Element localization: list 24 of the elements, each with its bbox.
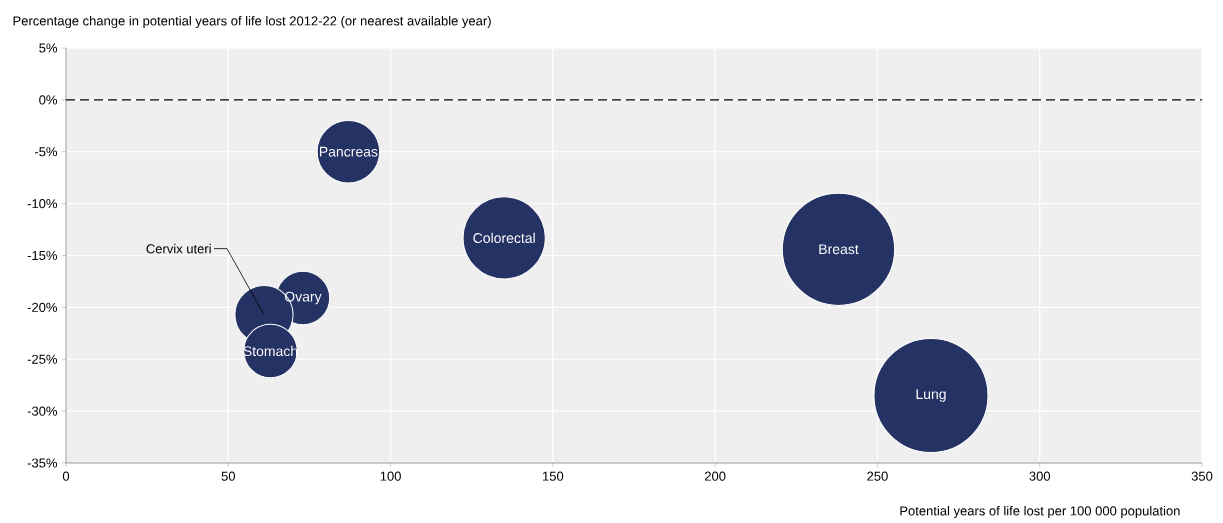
y-tick-label: 0% <box>39 95 58 105</box>
x-tick-label: 200 <box>704 471 726 481</box>
y-tick-label: 5% <box>39 43 58 53</box>
y-tick-label: -5% <box>34 147 58 157</box>
y-tick-label: -35% <box>27 458 58 468</box>
x-tick-label: 300 <box>1029 471 1051 481</box>
y-axis-title: Percentage change in potential years of life lost 2012-22 (or nearest available year) <box>13 15 491 29</box>
x-axis-title: Potential years of life lost per 100 000 population <box>900 505 1180 519</box>
annotation: Pancreas <box>319 146 378 157</box>
x-tick-label: 150 <box>543 471 564 481</box>
annotation: Cervix uteri <box>146 243 211 254</box>
x-tick-label: 50 <box>221 471 236 481</box>
x-tick-label: 100 <box>380 471 401 481</box>
annotation: Breast <box>819 244 859 255</box>
x-tick-label: 0 <box>62 471 70 481</box>
y-tick-label: -10% <box>27 199 58 209</box>
y-tick-label: -30% <box>27 406 58 416</box>
x-tick-label: 350 <box>1191 471 1213 481</box>
x-tick-label: 250 <box>867 471 888 481</box>
y-tick-label: -15% <box>27 250 58 261</box>
annotation: Lung <box>916 389 946 402</box>
annotation: Colorectal <box>473 232 535 244</box>
y-tick-label: -25% <box>27 354 58 364</box>
y-tick-label: -20% <box>27 302 58 312</box>
